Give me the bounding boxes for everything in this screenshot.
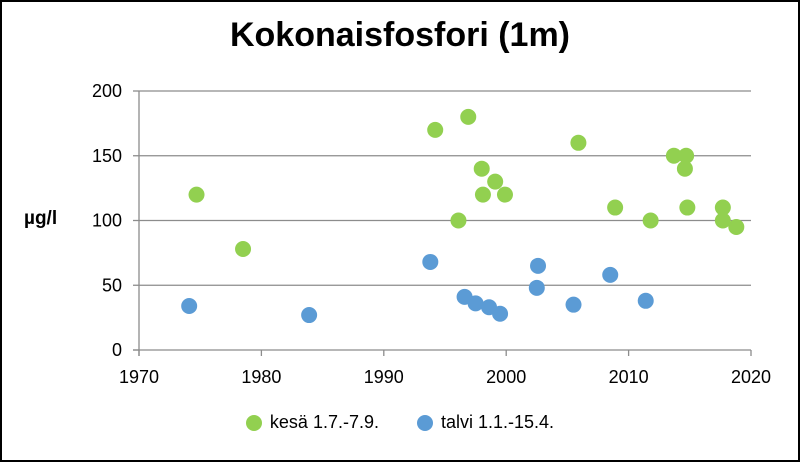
data-point-kesa [607, 199, 624, 216]
data-point-kesa [714, 212, 731, 229]
data-point-kesa [460, 108, 477, 125]
x-tick-label: 2000 [486, 367, 526, 387]
data-point-talvi [565, 296, 582, 313]
legend-item: talvi 1.1.-15.4. [417, 412, 554, 433]
data-point-kesa [714, 199, 731, 216]
data-point-kesa [427, 121, 444, 138]
legend-marker [417, 414, 433, 431]
data-point-talvi [602, 266, 619, 283]
data-point-kesa [473, 160, 490, 177]
data-point-talvi [181, 297, 198, 314]
data-point-talvi [467, 295, 484, 312]
data-point-kesa [678, 147, 695, 164]
data-point-kesa [496, 186, 513, 203]
x-tick-label: 2010 [609, 367, 649, 387]
data-point-talvi [530, 257, 547, 274]
x-tick-label: 2020 [731, 367, 771, 387]
data-point-kesa [665, 147, 682, 164]
data-point-kesa [570, 134, 587, 151]
data-point-kesa [487, 173, 504, 190]
data-point-kesa [188, 186, 205, 203]
data-point-kesa [450, 212, 467, 229]
legend-label: kesä 1.7.-7.9. [269, 412, 379, 432]
legend-item: kesä 1.7.-7.9. [245, 412, 379, 433]
y-tick-label: 100 [92, 211, 122, 231]
x-tick-label: 1990 [364, 367, 404, 387]
x-tick-label: 1980 [241, 367, 281, 387]
data-point-kesa [474, 186, 491, 203]
data-point-talvi [422, 253, 439, 270]
y-tick-label: 150 [92, 146, 122, 166]
data-point-talvi [637, 292, 654, 309]
data-point-kesa [728, 218, 745, 235]
chart-title: Kokonaisfosfori (1m) [229, 16, 571, 54]
y-tick-label: 50 [102, 275, 122, 295]
y-tick-label: 0 [112, 340, 122, 360]
data-point-kesa [679, 199, 696, 216]
x-tick-label: 1970 [119, 367, 159, 387]
data-point-kesa [235, 240, 252, 257]
y-axis-label: µg/l [24, 208, 58, 229]
y-tick-label: 200 [92, 81, 122, 101]
legend-label: talvi 1.1.-15.4. [441, 412, 555, 432]
data-point-kesa [642, 212, 659, 229]
legend-marker [245, 414, 262, 431]
data-point-kesa [676, 160, 693, 177]
data-point-talvi [492, 305, 509, 322]
data-point-talvi [301, 307, 318, 324]
data-point-talvi [528, 279, 545, 296]
legend: kesä 1.7.-7.9. talvi 1.1.-15.4. [2, 412, 798, 433]
